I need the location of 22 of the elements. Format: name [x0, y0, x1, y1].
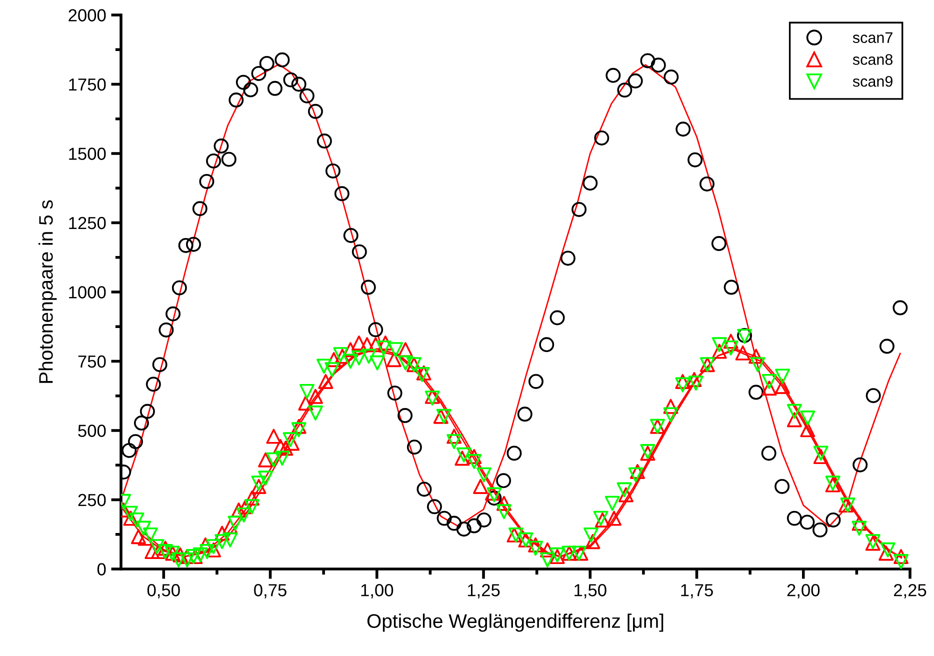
y-tick-label: 750 — [78, 355, 106, 368]
y-tick-label: 2000 — [68, 9, 106, 22]
y-tick-label: 1250 — [69, 216, 106, 230]
y-tick-label: 1500 — [69, 148, 106, 160]
legend-label: scan7 — [852, 32, 892, 44]
y-tick-label: 250 — [78, 494, 106, 506]
x-tick-label: 2,00 — [787, 584, 820, 598]
x-tick-label: 1,00 — [361, 584, 394, 598]
x-tick-label: 1,75 — [681, 584, 713, 598]
legend-label: scan8 — [852, 54, 893, 65]
x-tick-label: 2,25 — [894, 584, 926, 598]
x-tick-label: 0,50 — [147, 584, 180, 598]
x-tick-label: 1,50 — [574, 584, 606, 598]
y-tick-label: 0 — [97, 563, 106, 576]
y-tick-label: 500 — [78, 424, 106, 437]
y-tick-label: 1750 — [69, 78, 106, 91]
x-tick-label: 1,25 — [468, 584, 500, 598]
y-tick-label: 1000 — [69, 286, 106, 298]
x-axis-title: Optische Weglängendifferenz [μm] — [367, 614, 664, 632]
y-axis-title: Photonenpaare in 5 s — [38, 200, 57, 383]
x-tick-label: 0,75 — [254, 584, 286, 598]
legend-label: scan9 — [852, 76, 892, 87]
